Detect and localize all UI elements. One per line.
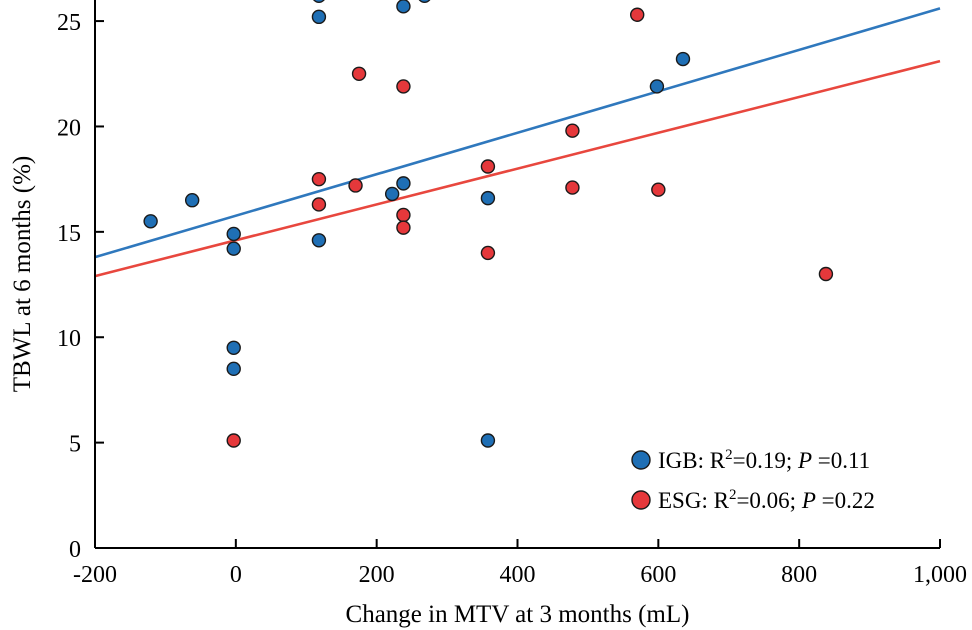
x-axis-label: Change in MTV at 3 months (mL) [346,601,690,628]
y-axis-ticks: 0 5 10 15 20 25 [57,10,104,563]
y-axis-label: TBWL at 6 months (%) [9,156,36,393]
x-tick-label: 600 [640,562,676,588]
data-point-esg [396,207,411,223]
data-point-igb [418,0,431,3]
data-point-esg [565,123,580,138]
y-tick-label: 10 [57,326,81,352]
data-point-esg [396,220,411,235]
x-tick-label: -200 [73,562,117,588]
data-point-esg [311,197,327,212]
data-points [143,0,834,448]
x-axis-ticks: -200 0 200 400 600 800 1,000 [73,539,967,588]
y-tick-label: 15 [57,221,81,247]
data-point-esg [480,159,496,174]
data-point-esg [480,245,496,261]
data-point-igb [226,361,241,377]
data-point-esg [348,178,363,193]
legend-entry-esg: ESG: R2=0.06; P =0.22 [658,487,875,513]
data-point-igb [480,190,496,206]
trend-lines [94,7,941,278]
y-tick-label: 5 [69,432,81,458]
y-tick-label: 0 [69,537,81,563]
data-point-igb [396,0,411,14]
data-point-igb [649,79,665,94]
trend-line-esg [94,59,941,278]
data-point-igb [311,233,327,248]
x-tick-label: 400 [500,562,536,588]
legend-marker-igb [631,450,651,470]
data-point-igb [184,193,200,208]
x-tick-label: 0 [230,562,242,588]
trend-line-igb [94,7,941,259]
data-point-igb [311,9,327,25]
x-tick-label: 800 [781,562,817,588]
data-point-esg [351,66,367,81]
legend: IGB: R2=0.19; P =0.11 ESG: R2=0.06; P =0.… [631,447,875,513]
data-point-esg [311,171,327,187]
y-tick-label: 20 [57,115,81,141]
data-point-igb [675,51,691,67]
legend-entry-igb: IGB: R2=0.19; P =0.11 [658,447,870,473]
data-point-esg [396,79,411,94]
data-point-igb [143,214,158,229]
data-point-esg [565,180,580,195]
data-point-igb [226,340,241,355]
y-tick-label: 25 [57,10,81,36]
data-point-igb [396,176,411,191]
data-point-igb [384,186,400,202]
x-tick-label: 1,000 [913,562,967,588]
x-tick-label: 200 [359,562,395,588]
legend-marker-esg [631,490,651,510]
data-point-igb [226,226,241,242]
data-point-esg [651,182,666,197]
data-point-igb [226,241,241,256]
data-point-igb [480,433,496,448]
data-point-esg [630,7,645,22]
data-point-igb [313,0,325,3]
data-point-esg [818,266,834,282]
data-point-esg [226,433,241,448]
